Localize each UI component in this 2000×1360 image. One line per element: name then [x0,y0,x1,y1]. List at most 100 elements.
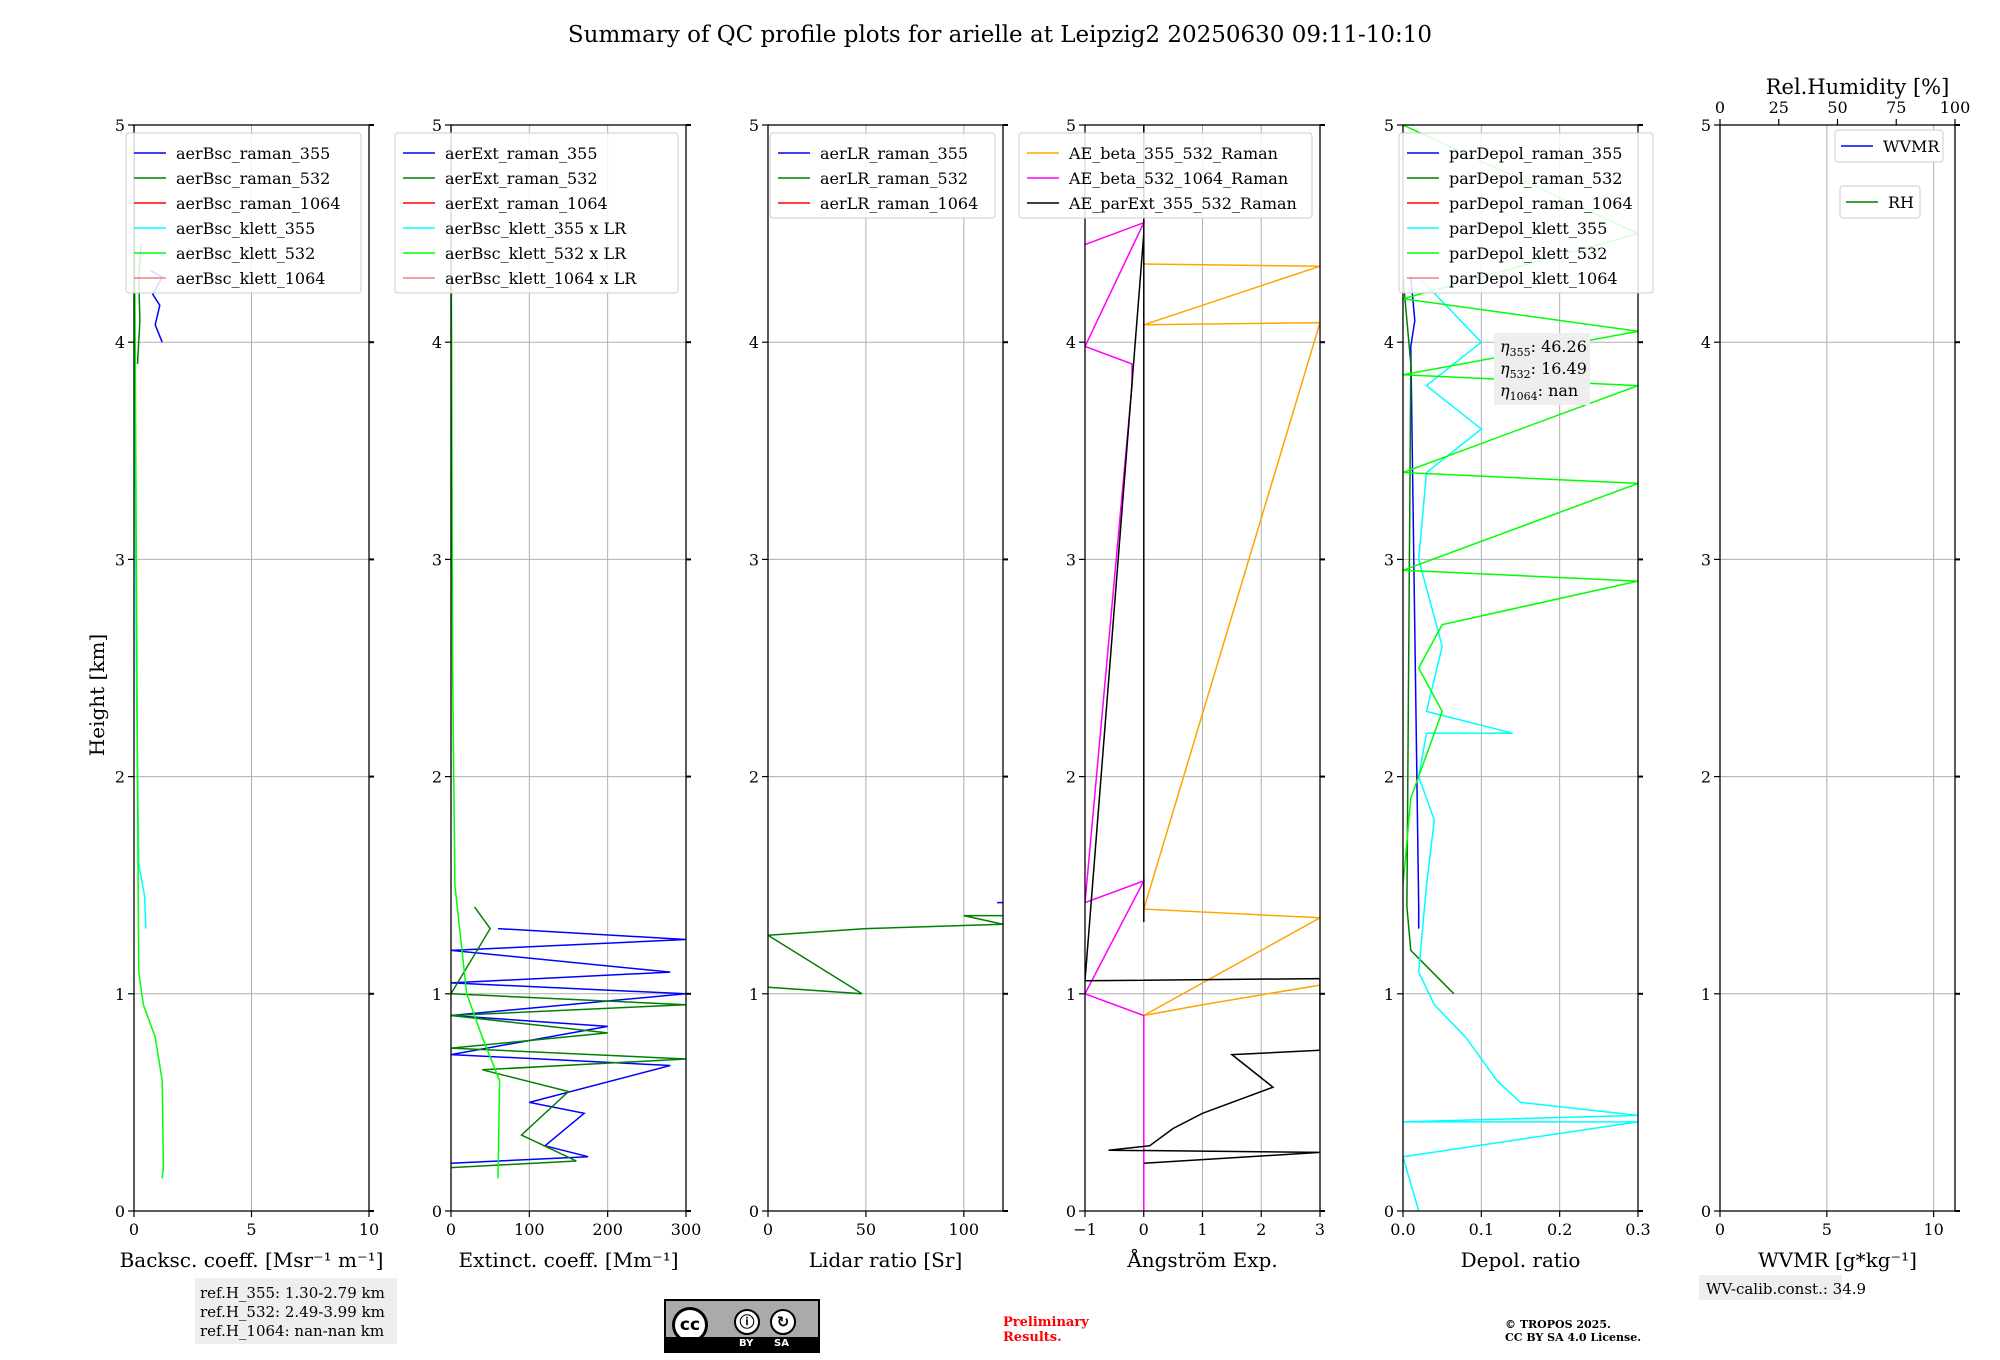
legend-box [769,132,996,219]
y-tick-label: 5 [115,116,125,135]
legend: AE_beta_355_532_Raman AE_beta_532_1064_Ra… [1018,132,1313,219]
wv-calib-text: WV-calib.const.: 34.9 [1706,1280,1866,1298]
x-tick-label: 1 [1197,1220,1207,1239]
legend-label-parDepol_raman_532: parDepol_raman_532 [1449,169,1622,188]
y-tick-label: 3 [432,550,442,569]
x-tick-label: 5 [1822,1220,1832,1239]
x-tick-label: 3 [1315,1220,1325,1239]
axes-frame [450,124,687,1212]
x-axis-label: Lidar ratio [Sr] [809,1248,963,1272]
x-tick-label: 10 [359,1220,379,1239]
series-line-parDepol_klett_355 [1403,276,1638,1211]
cc-by-label: BY [739,1338,754,1349]
legend-label-aerBsc_klett_532: aerBsc_klett_532 [176,244,315,263]
top-axis-label: Rel.Humidity [%] [1766,75,1950,99]
eta-label-355: η355: 46.26 [1500,337,1587,359]
x-tick-label: 10 [1923,1220,1943,1239]
x-axis-label: Backsc. coeff. [Msr⁻¹ m⁻¹] [120,1248,384,1272]
legend-label-aerBsc_klett_532 x LR: aerBsc_klett_532 x LR [445,244,627,263]
legend-label-aerExt_raman_532: aerExt_raman_532 [445,169,598,188]
y-tick-label: 3 [1701,550,1711,569]
y-tick-label: 1 [432,985,442,1004]
legend: aerLR_raman_355 aerLR_raman_532 aerLR_rama… [769,132,996,219]
attribution-icon: ⓘ [734,1309,760,1335]
legend-box [1398,132,1654,294]
y-tick-label: 3 [749,550,759,569]
axes-frame [1719,124,1956,1212]
axes-frame [767,124,1004,1212]
y-tick-label: 1 [1066,985,1076,1004]
copyright-text-1: © TROPOS 2025. [1505,1318,1611,1331]
copyright-text-2: CC BY SA 4.0 License. [1505,1331,1641,1344]
legend-label-WVMR: WVMR [1883,137,1940,156]
legend-box [1834,129,1944,163]
x-tick-label: −1 [1073,1220,1097,1239]
top-x-tick-label: 100 [1940,98,1971,117]
y-tick-label: 0 [1701,1202,1711,1221]
series-line-AE_parExt_355_532_Raman [1085,125,1320,1164]
y-tick-label: 2 [1384,768,1394,787]
x-axis-label: Depol. ratio [1461,1248,1581,1272]
legend-label-aerLR_raman_355: aerLR_raman_355 [820,144,968,163]
legend: WVMR RH [1834,129,1944,219]
legend-label-aerBsc_raman_355: aerBsc_raman_355 [176,144,330,163]
series-line-parDepol_klett_532 [1403,125,1638,886]
x-tick-label: 0 [446,1220,456,1239]
series-line-parDepol_raman_532 [1403,276,1455,995]
series-line-aerExt_raman_532 [451,906,686,1169]
x-tick-label: 0 [129,1220,139,1239]
cc-license-badge: cc ⓘ ↻ BY SA [664,1299,820,1353]
y-tick-label: 1 [1701,985,1711,1004]
y-tick-label: 4 [1384,333,1394,352]
legend-label-aerExt_raman_1064: aerExt_raman_1064 [445,194,608,213]
y-tick-label: 5 [432,116,442,135]
legend-label-aerBsc_raman_1064: aerBsc_raman_1064 [176,194,341,213]
y-tick-label: 4 [115,333,125,352]
legend-label-aerBsc_klett_1064 x LR: aerBsc_klett_1064 x LR [445,269,637,288]
axes-frame [1402,124,1639,1212]
legend-label-parDepol_klett_1064: parDepol_klett_1064 [1449,269,1618,288]
eta-label-box [1494,333,1590,405]
series-line-aerBsc_klett_532 x LR [451,125,501,1179]
top-x-tick-label: 75 [1886,98,1906,117]
eta-label-532: η532: 16.49 [1500,359,1587,381]
y-axis-label: Height [km] [85,634,109,756]
y-tick-label: 5 [749,116,759,135]
y-tick-label: 1 [115,985,125,1004]
preliminary-text-1: Preliminary [1003,1315,1089,1330]
y-tick-label: 4 [749,333,759,352]
legend-label-aerExt_raman_355: aerExt_raman_355 [445,144,598,163]
x-tick-label: 0.3 [1625,1220,1650,1239]
cc-label-bar: BY SA [666,1337,818,1351]
top-x-tick-label: 50 [1827,98,1847,117]
y-tick-label: 5 [1066,116,1076,135]
top-x-tick-label: 25 [1769,98,1789,117]
legend-box [125,132,362,294]
panel-extinction: 0 1 2 3 4 5 0 100 200 300 Extinct. coeff. [Mm⁻¹] ae… [394,116,701,1272]
legend-box [394,132,679,294]
x-tick-label: 0 [1715,1220,1725,1239]
y-tick-label: 0 [749,1202,759,1221]
cc-sa-label: SA [774,1338,789,1349]
ref-height-1064: ref.H_1064: nan-nan km [200,1322,384,1340]
legend-box [1018,132,1313,219]
y-tick-label: 3 [1066,550,1076,569]
y-tick-label: 2 [432,768,442,787]
y-tick-label: 3 [115,550,125,569]
top-x-tick-label: 0 [1715,98,1725,117]
legend-label-parDepol_klett_355: parDepol_klett_355 [1449,219,1607,238]
x-tick-label: 5 [246,1220,256,1239]
y-tick-label: 3 [1384,550,1394,569]
legend-label-AE_beta_532_1064_Raman: AE_beta_532_1064_Raman [1068,169,1288,188]
y-tick-label: 2 [115,768,125,787]
series-line-AE_beta_355_532_Raman [1142,263,1320,1017]
legend-label-parDepol_raman_355: parDepol_raman_355 [1449,144,1622,163]
series-group [1403,125,1638,1211]
preliminary-text-2: Results. [1003,1330,1062,1345]
legend-label-aerBsc_raman_532: aerBsc_raman_532 [176,169,330,188]
legend-label-AE_beta_355_532_Raman: AE_beta_355_532_Raman [1068,144,1278,163]
y-tick-label: 4 [432,333,442,352]
series-line-parDepol_raman_355 [1410,276,1420,929]
figure-title: Summary of QC profile plots for arielle … [568,22,1432,48]
